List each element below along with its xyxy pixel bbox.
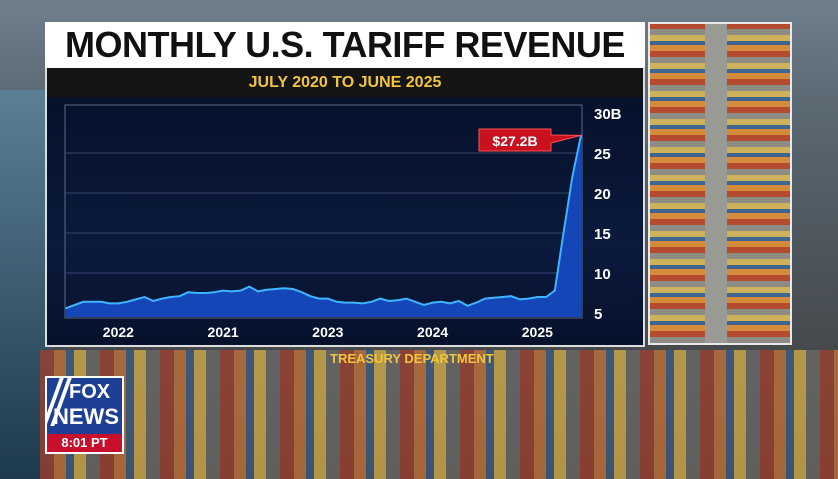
data-point <box>466 305 469 307</box>
data-point <box>231 290 233 293</box>
data-point <box>213 291 216 293</box>
data-point <box>457 300 460 302</box>
data-point <box>82 301 85 303</box>
data-point <box>501 296 504 298</box>
plot-frame <box>64 104 583 319</box>
data-point <box>248 285 251 288</box>
data-point <box>178 295 181 297</box>
data-point <box>449 302 451 305</box>
port-photo <box>648 22 792 345</box>
data-point <box>73 304 76 306</box>
y-tick-label: 25 <box>594 146 611 163</box>
chart-svg: 30B 25 20 15 10 5 2022 2021 2023 2024 2025 $27.2B <box>64 104 622 340</box>
subtitle-bar: JULY 2020 TO JUNE 2025 <box>45 68 645 97</box>
data-point <box>274 288 277 290</box>
data-point <box>423 304 425 306</box>
callout-label: $27.2B <box>492 133 537 149</box>
data-point <box>169 296 172 298</box>
y-tick-label: 15 <box>594 226 611 243</box>
logo-fox: FOX <box>69 381 111 403</box>
data-point <box>300 291 303 293</box>
data-point <box>126 301 128 303</box>
data-point <box>554 289 556 292</box>
data-point <box>492 297 495 299</box>
data-point <box>414 301 416 303</box>
data-point <box>161 297 163 300</box>
y-tick-label: 10 <box>594 266 611 283</box>
x-tick-label: 2021 <box>208 324 239 340</box>
chart-title: MONTHLY U.S. TARIFF REVENUE <box>45 22 645 68</box>
data-point <box>100 301 102 303</box>
data-point <box>536 296 539 298</box>
data-point <box>431 301 434 304</box>
data-point <box>257 290 259 293</box>
data-point <box>545 296 547 298</box>
x-tick-label: 2022 <box>103 324 134 340</box>
data-point <box>91 301 93 303</box>
background-port-containers <box>40 350 838 479</box>
data-point <box>475 301 478 304</box>
x-tick-label: 2023 <box>312 324 343 340</box>
data-point <box>196 292 198 294</box>
value-callout: $27.2B <box>478 128 582 152</box>
data-point <box>519 298 521 301</box>
data-point <box>152 300 155 302</box>
data-point <box>396 299 399 301</box>
x-tick-label: 2024 <box>417 324 448 340</box>
data-point <box>510 295 512 297</box>
data-point <box>370 301 373 303</box>
data-point <box>379 297 382 300</box>
data-point <box>135 298 137 301</box>
clock-time: 8:01 PT <box>47 434 122 452</box>
data-point <box>571 176 574 178</box>
fox-news-logo: FOX NEWS 8:01 PT <box>45 376 124 454</box>
data-point <box>117 302 120 305</box>
data-point <box>562 232 565 234</box>
data-point <box>335 301 338 303</box>
data-point <box>344 301 347 304</box>
chart-panel: 30B 25 20 15 10 5 2022 2021 2023 2024 2025 $27.2B <box>45 97 645 347</box>
data-point <box>484 297 486 300</box>
data-point <box>309 295 312 297</box>
data-point <box>265 289 268 291</box>
callout-box <box>478 128 582 152</box>
chart-subtitle: JULY 2020 TO JUNE 2025 <box>248 74 442 91</box>
y-tick-label: 20 <box>594 186 611 203</box>
data-point <box>204 292 207 294</box>
data-point <box>527 297 530 300</box>
data-point <box>65 307 67 309</box>
data-point <box>108 302 111 305</box>
data-point <box>388 300 390 302</box>
data-point <box>187 291 190 293</box>
data-point <box>318 297 320 300</box>
data-point <box>283 287 286 289</box>
y-tick-label: 5 <box>594 306 602 323</box>
data-point <box>143 296 146 298</box>
data-point <box>239 289 242 292</box>
data-point <box>327 297 329 300</box>
data-point <box>353 301 355 304</box>
data-point <box>222 289 224 292</box>
y-tick-label: 30B <box>594 106 622 123</box>
data-point <box>405 297 408 300</box>
revenue-line <box>65 135 582 310</box>
data-point <box>361 302 364 305</box>
data-point <box>440 301 443 303</box>
data-point <box>292 288 294 290</box>
source-label: TREASURY DEPARTMENT <box>330 351 494 366</box>
x-tick-label: 2025 <box>522 324 553 340</box>
logo-news: NEWS <box>53 404 119 429</box>
revenue-area <box>66 135 581 317</box>
